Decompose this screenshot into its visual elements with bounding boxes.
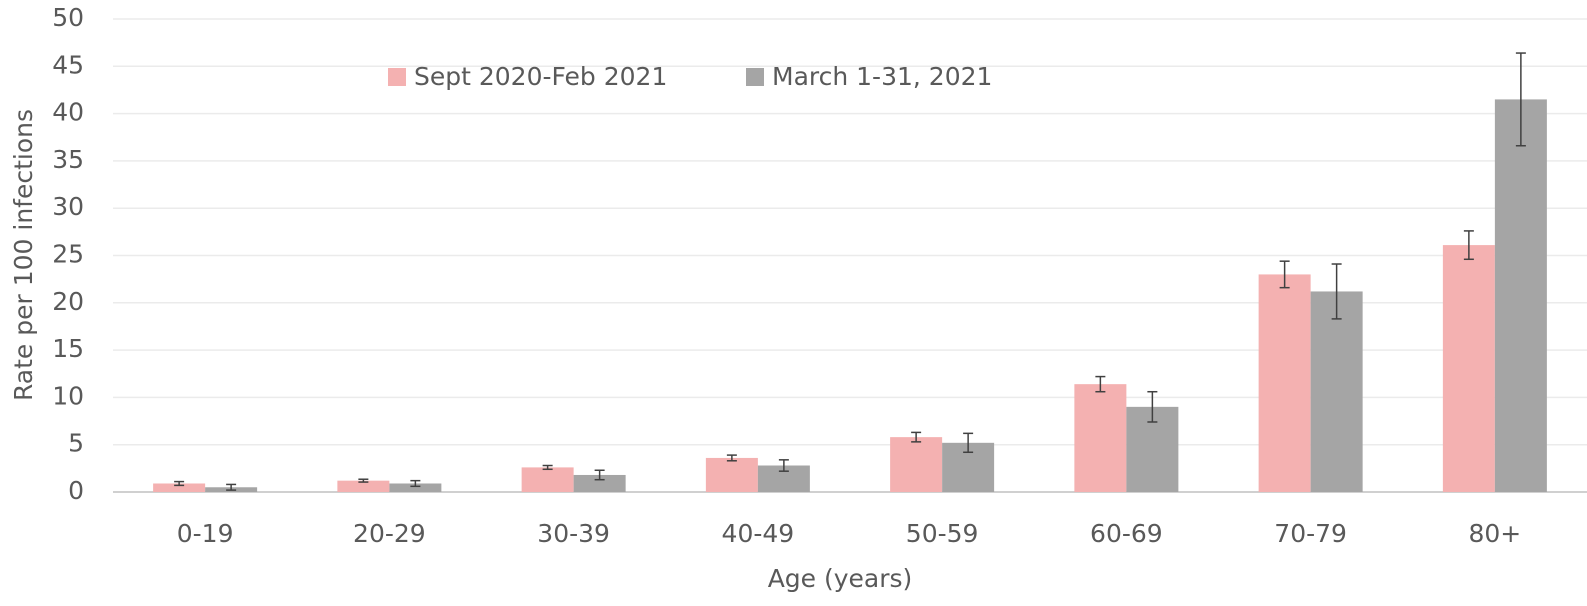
y-tick-label: 35 bbox=[52, 145, 84, 174]
error-bar bbox=[1279, 260, 1290, 289]
y-tick-label: 20 bbox=[52, 287, 84, 316]
error-bar bbox=[911, 431, 922, 443]
bar bbox=[705, 457, 758, 492]
x-tick-label: 80+ bbox=[1468, 519, 1521, 548]
y-tick-label: 5 bbox=[68, 429, 84, 458]
x-tick-label: 60-69 bbox=[1090, 519, 1163, 548]
bar bbox=[337, 480, 390, 492]
bar bbox=[1442, 245, 1495, 492]
error-bar bbox=[410, 479, 421, 488]
x-axis-label: Age (years) bbox=[768, 564, 913, 593]
x-tick-label: 40-49 bbox=[722, 519, 795, 548]
error-bar bbox=[1147, 390, 1158, 423]
error-bar bbox=[1463, 230, 1474, 261]
error-bar bbox=[963, 432, 974, 454]
bar bbox=[1258, 274, 1311, 492]
x-tick-label: 30-39 bbox=[537, 519, 610, 548]
error-bar bbox=[226, 483, 237, 491]
error-bar bbox=[594, 469, 605, 481]
legend-label: March 1-31, 2021 bbox=[772, 62, 992, 91]
x-tick-label: 50-59 bbox=[906, 519, 979, 548]
y-tick-label: 25 bbox=[52, 240, 84, 269]
bar bbox=[389, 483, 442, 492]
bar bbox=[1074, 384, 1127, 492]
y-tick-label: 10 bbox=[52, 381, 84, 410]
bar bbox=[890, 437, 943, 492]
bar bbox=[153, 483, 206, 492]
y-tick-label: 45 bbox=[52, 50, 84, 79]
bar bbox=[1310, 291, 1363, 492]
error-bar bbox=[358, 478, 369, 483]
x-tick-label: 70-79 bbox=[1274, 519, 1347, 548]
legend-swatch bbox=[746, 68, 764, 86]
bar bbox=[521, 467, 574, 492]
y-tick-label: 30 bbox=[52, 192, 84, 221]
legend-swatch bbox=[388, 68, 406, 86]
error-bar bbox=[1095, 375, 1106, 393]
bar bbox=[1494, 99, 1547, 492]
error-bar bbox=[1515, 52, 1526, 147]
error-bar bbox=[1331, 263, 1342, 320]
error-bar bbox=[726, 454, 737, 462]
error-bar bbox=[778, 459, 789, 472]
x-tick-label: 20-29 bbox=[353, 519, 426, 548]
bar bbox=[573, 474, 626, 492]
error-bar bbox=[542, 464, 553, 471]
legend-label: Sept 2020-Feb 2021 bbox=[414, 62, 667, 91]
y-tick-label: 50 bbox=[52, 3, 84, 32]
y-tick-label: 0 bbox=[68, 476, 84, 505]
error-bar bbox=[174, 480, 185, 487]
x-tick-label: 0-19 bbox=[177, 519, 234, 548]
y-tick-label: 40 bbox=[52, 98, 84, 127]
y-axis-label: Rate per 100 infections bbox=[9, 109, 38, 401]
y-tick-label: 15 bbox=[52, 334, 84, 363]
